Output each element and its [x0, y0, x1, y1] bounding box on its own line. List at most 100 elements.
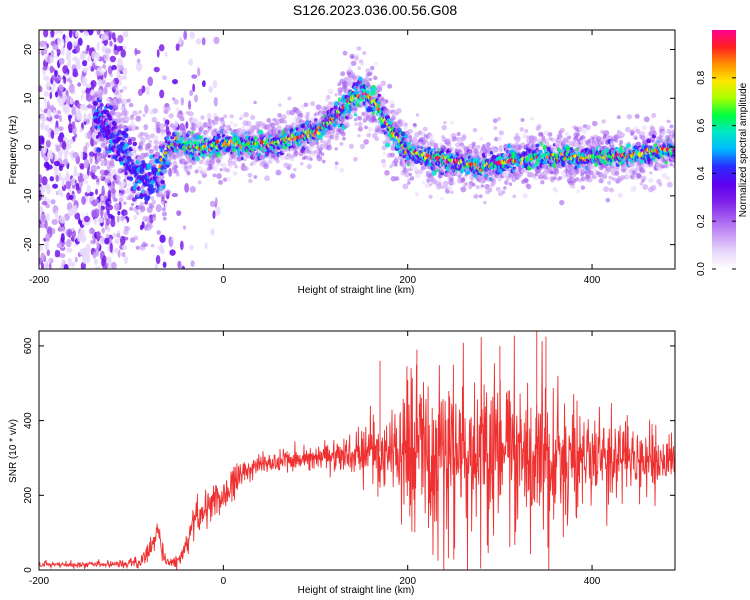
heatmap-cell: [117, 210, 121, 216]
heatmap-cell: [206, 59, 213, 70]
heatmap-cell: [53, 164, 59, 173]
heatmap-cell: [315, 104, 322, 111]
heatmap-cell: [86, 44, 90, 51]
heatmap-cell: [492, 118, 498, 124]
heatmap-cell: [63, 93, 67, 102]
heatmap-cell: [198, 159, 204, 165]
heatmap-cell: [253, 175, 258, 179]
heatmap-cell: [157, 245, 163, 251]
heatmap-cell: [85, 118, 91, 125]
heatmap-cell: [68, 195, 74, 200]
heatmap-cell: [55, 174, 59, 182]
heatmap-cell: [233, 123, 238, 128]
heatmap-cell: [114, 111, 121, 118]
heatmap-cell: [115, 175, 121, 181]
heatmap-cell: [340, 131, 346, 137]
heatmap-cell: [275, 169, 282, 176]
heatmap-cell: [162, 261, 167, 268]
heatmap-cell: [98, 70, 105, 76]
heatmap-cell: [66, 228, 73, 238]
heatmap-cell: [86, 142, 90, 149]
heatmap-cell: [116, 233, 120, 238]
heatmap-cell: [143, 243, 148, 248]
heatmap-cell: [73, 204, 78, 215]
heatmap-cell: [466, 170, 471, 175]
heatmap-cell: [144, 216, 151, 223]
heatmap-cell: [342, 136, 346, 141]
heatmap-cell: [512, 194, 517, 199]
heatmap-cell: [57, 37, 62, 45]
heatmap-cell: [41, 176, 48, 186]
heatmap-cell: [43, 161, 50, 169]
heatmap-cell: [104, 35, 110, 41]
heatmap-cell: [245, 120, 252, 127]
heatmap-cell: [281, 114, 287, 120]
heatmap-cell: [431, 139, 436, 144]
heatmap-cell: [188, 100, 192, 110]
heatmap-cell: [122, 74, 128, 81]
heatmap-cell: [95, 51, 100, 62]
heatmap-cell: [442, 180, 449, 187]
heatmap-cell: [381, 163, 387, 168]
heatmap-cell: [125, 225, 131, 232]
heatmap-cell: [102, 150, 109, 156]
heatmap-cell: [121, 166, 125, 170]
heatmap-cell: [456, 131, 461, 137]
heatmap-cell: [65, 54, 71, 62]
heatmap-cell: [40, 252, 45, 262]
heatmap-cell: [67, 257, 72, 267]
heatmap-cell: [354, 122, 358, 126]
heatmap-cell: [80, 150, 84, 160]
heatmap-cell: [374, 61, 378, 66]
heatmap-cell: [207, 118, 212, 123]
heatmap-cell: [58, 30, 64, 35]
heatmap-cell: [145, 195, 151, 200]
heatmap-cell: [424, 139, 429, 143]
heatmap-cell: [472, 141, 476, 146]
heatmap-cell: [195, 38, 202, 45]
heatmap-cell: [62, 158, 69, 166]
heatmap-cell: [54, 69, 58, 78]
heatmap-cell: [77, 82, 82, 87]
heatmap-cell: [164, 105, 171, 112]
heatmap-cell: [471, 182, 476, 187]
heatmap-cell: [201, 80, 206, 88]
heatmap-cell: [95, 199, 99, 203]
heatmap-cell: [426, 178, 431, 183]
heatmap-cell: [50, 30, 55, 38]
heatmap-cell: [123, 255, 128, 265]
heatmap-cell: [91, 50, 97, 60]
heatmap-cell: [138, 110, 142, 114]
heatmap-cell: [61, 140, 67, 151]
heatmap-cell: [51, 75, 56, 82]
heatmap-cell: [66, 41, 73, 51]
heatmap-cell: [160, 179, 165, 185]
heatmap-cell: [364, 125, 368, 130]
heatmap-cell: [99, 96, 103, 100]
heatmap-cell: [141, 85, 146, 94]
heatmap-cell: [92, 251, 97, 259]
heatmap-cell: [287, 163, 292, 168]
heatmap-cell: [483, 200, 487, 205]
heatmap-cell: [78, 232, 83, 241]
heatmap-cell: [340, 71, 346, 77]
heatmap-cell: [146, 90, 150, 95]
heatmap-cell: [415, 113, 420, 117]
heatmap-cell: [218, 179, 223, 185]
heatmap-cell: [148, 140, 153, 144]
heatmap-cell: [148, 148, 154, 155]
heatmap-cell: [55, 210, 59, 220]
heatmap-cell: [54, 91, 59, 98]
heatmap-cell: [258, 129, 264, 135]
heatmap-cell: [112, 69, 117, 79]
heatmap-cell: [51, 218, 58, 226]
heatmap-cell: [214, 116, 221, 123]
heatmap-cell: [105, 177, 112, 184]
heatmap-cell: [133, 215, 137, 220]
heatmap-cell: [46, 100, 50, 111]
heatmap-cell: [185, 121, 189, 129]
heatmap-cell: [407, 128, 413, 134]
heatmap-cell: [101, 258, 106, 267]
heatmap-cell: [449, 176, 454, 182]
heatmap-cell: [178, 110, 183, 115]
